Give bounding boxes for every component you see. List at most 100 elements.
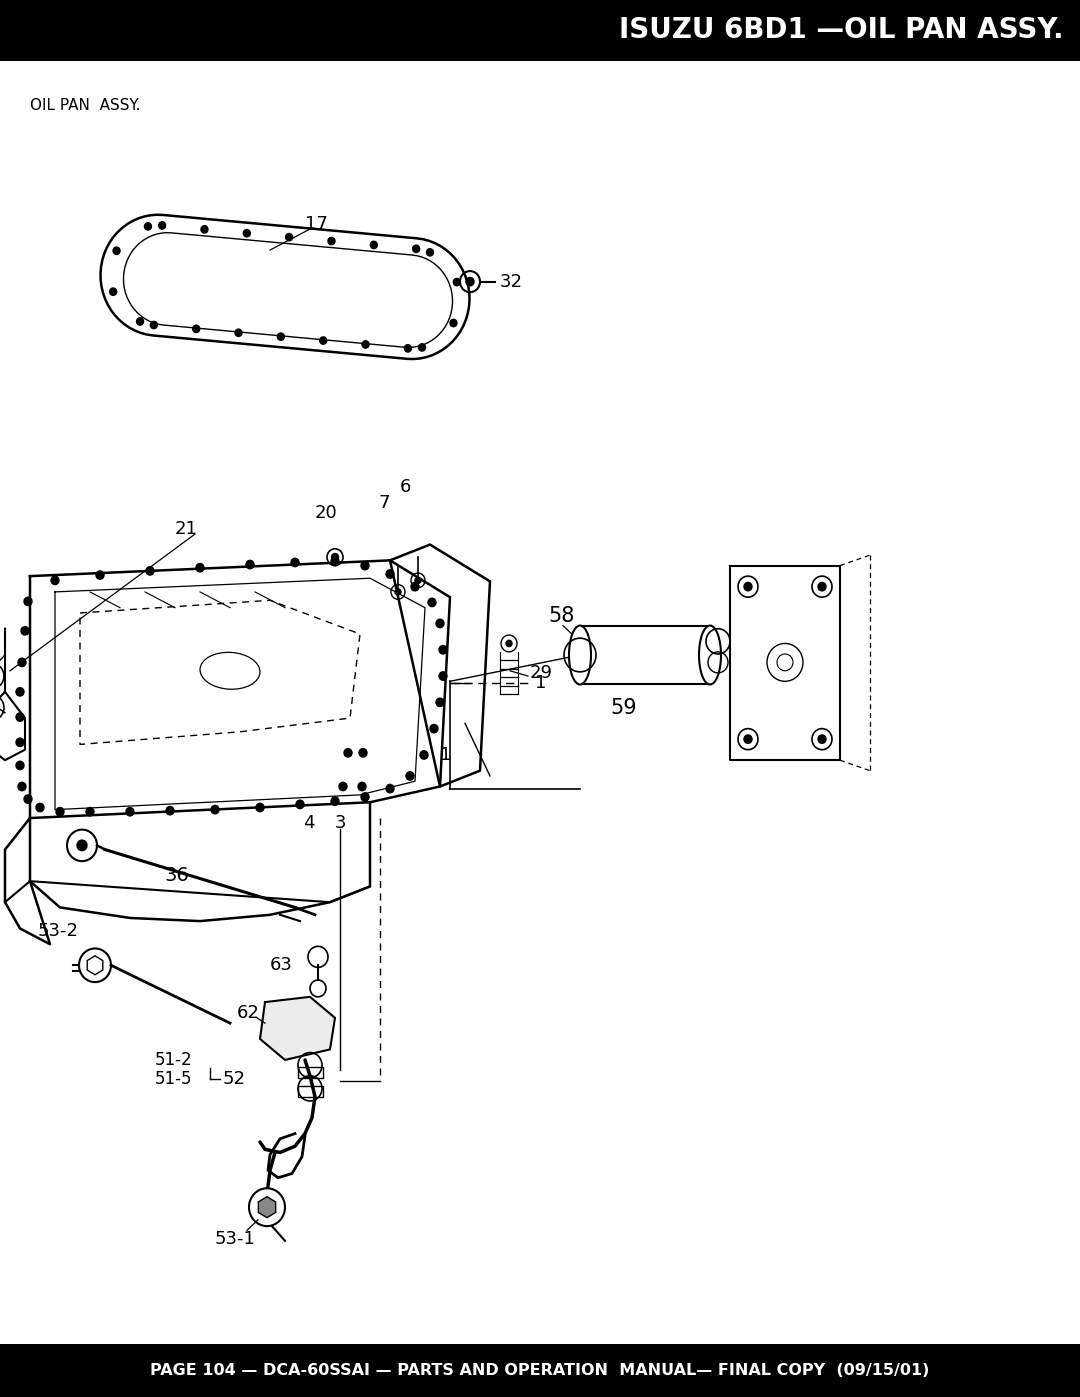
Text: 51-2: 51-2	[156, 1051, 192, 1069]
Circle shape	[744, 583, 752, 591]
Circle shape	[395, 588, 401, 595]
Polygon shape	[260, 997, 335, 1060]
Polygon shape	[100, 215, 470, 359]
Circle shape	[345, 749, 352, 757]
Text: 58: 58	[548, 606, 575, 626]
Text: 3: 3	[335, 814, 347, 833]
Circle shape	[285, 233, 293, 240]
Circle shape	[235, 330, 242, 337]
Text: 63: 63	[270, 957, 293, 974]
Circle shape	[166, 806, 174, 814]
Circle shape	[370, 242, 377, 249]
Text: 1: 1	[440, 746, 451, 764]
Ellipse shape	[569, 626, 591, 685]
Circle shape	[359, 749, 367, 757]
Bar	[298, 1087, 323, 1097]
Text: 1: 1	[535, 675, 546, 693]
Circle shape	[427, 249, 433, 256]
Circle shape	[339, 782, 347, 791]
Polygon shape	[258, 1197, 275, 1218]
Circle shape	[18, 658, 26, 666]
Circle shape	[36, 803, 44, 812]
Circle shape	[291, 559, 299, 567]
Circle shape	[362, 341, 369, 348]
Circle shape	[96, 571, 104, 580]
Circle shape	[159, 222, 165, 229]
Circle shape	[818, 735, 826, 743]
Circle shape	[150, 321, 158, 328]
Circle shape	[146, 567, 154, 576]
Text: 20: 20	[315, 504, 338, 522]
Circle shape	[454, 278, 460, 286]
Circle shape	[246, 560, 254, 569]
Text: 52: 52	[222, 1070, 246, 1088]
Circle shape	[330, 798, 339, 806]
Text: 32: 32	[500, 272, 523, 291]
Text: PAGE 104 — DCA-60SSAI — PARTS AND OPERATION  MANUAL— FINAL COPY  (09/15/01): PAGE 104 — DCA-60SSAI — PARTS AND OPERAT…	[150, 1363, 930, 1377]
Circle shape	[357, 782, 366, 791]
Circle shape	[415, 577, 421, 584]
Text: 21: 21	[175, 520, 198, 538]
Circle shape	[328, 237, 335, 244]
Circle shape	[404, 345, 411, 352]
Circle shape	[56, 807, 64, 816]
Circle shape	[320, 337, 326, 344]
Polygon shape	[87, 956, 103, 975]
Circle shape	[126, 807, 134, 816]
Circle shape	[77, 840, 87, 851]
Text: 29: 29	[530, 664, 553, 682]
Circle shape	[386, 570, 394, 578]
Circle shape	[436, 619, 444, 627]
Circle shape	[24, 795, 32, 803]
Circle shape	[110, 288, 117, 295]
Circle shape	[818, 583, 826, 591]
Ellipse shape	[699, 626, 721, 685]
Circle shape	[145, 222, 151, 231]
Circle shape	[420, 750, 428, 759]
Circle shape	[24, 597, 32, 605]
Circle shape	[406, 771, 414, 780]
Circle shape	[361, 562, 369, 570]
Circle shape	[201, 226, 208, 233]
Circle shape	[192, 326, 200, 332]
Circle shape	[438, 672, 447, 680]
Circle shape	[296, 800, 303, 809]
Text: 62: 62	[237, 1003, 260, 1021]
Circle shape	[51, 576, 59, 584]
Text: 53-1: 53-1	[215, 1229, 256, 1248]
Circle shape	[113, 247, 120, 254]
Circle shape	[465, 278, 474, 286]
Circle shape	[195, 563, 204, 571]
Circle shape	[211, 806, 219, 814]
Circle shape	[386, 784, 394, 792]
Circle shape	[413, 244, 420, 253]
Text: OIL PAN  ASSY.: OIL PAN ASSY.	[30, 98, 140, 113]
Text: 36: 36	[165, 866, 190, 886]
Text: 53-2: 53-2	[38, 922, 79, 940]
Text: 17: 17	[305, 215, 328, 233]
Circle shape	[16, 761, 24, 770]
Bar	[580, 626, 710, 685]
Circle shape	[450, 320, 457, 327]
Text: ISUZU 6BD1 —OIL PAN ASSY.: ISUZU 6BD1 —OIL PAN ASSY.	[619, 17, 1064, 45]
Text: 7: 7	[378, 493, 390, 511]
Polygon shape	[123, 233, 453, 348]
Circle shape	[430, 725, 438, 733]
Circle shape	[16, 687, 24, 696]
Circle shape	[411, 583, 419, 591]
Bar	[298, 1067, 323, 1078]
Circle shape	[507, 640, 512, 647]
Text: 6: 6	[400, 478, 411, 496]
Circle shape	[86, 807, 94, 816]
Text: 59: 59	[610, 697, 636, 718]
Circle shape	[332, 553, 338, 560]
Circle shape	[278, 332, 284, 341]
Text: 4: 4	[303, 814, 314, 833]
Text: 51-5: 51-5	[156, 1070, 192, 1088]
Circle shape	[18, 782, 26, 791]
Circle shape	[136, 317, 144, 326]
Circle shape	[419, 344, 426, 351]
Circle shape	[256, 803, 264, 812]
Circle shape	[243, 229, 251, 237]
Circle shape	[21, 627, 29, 636]
